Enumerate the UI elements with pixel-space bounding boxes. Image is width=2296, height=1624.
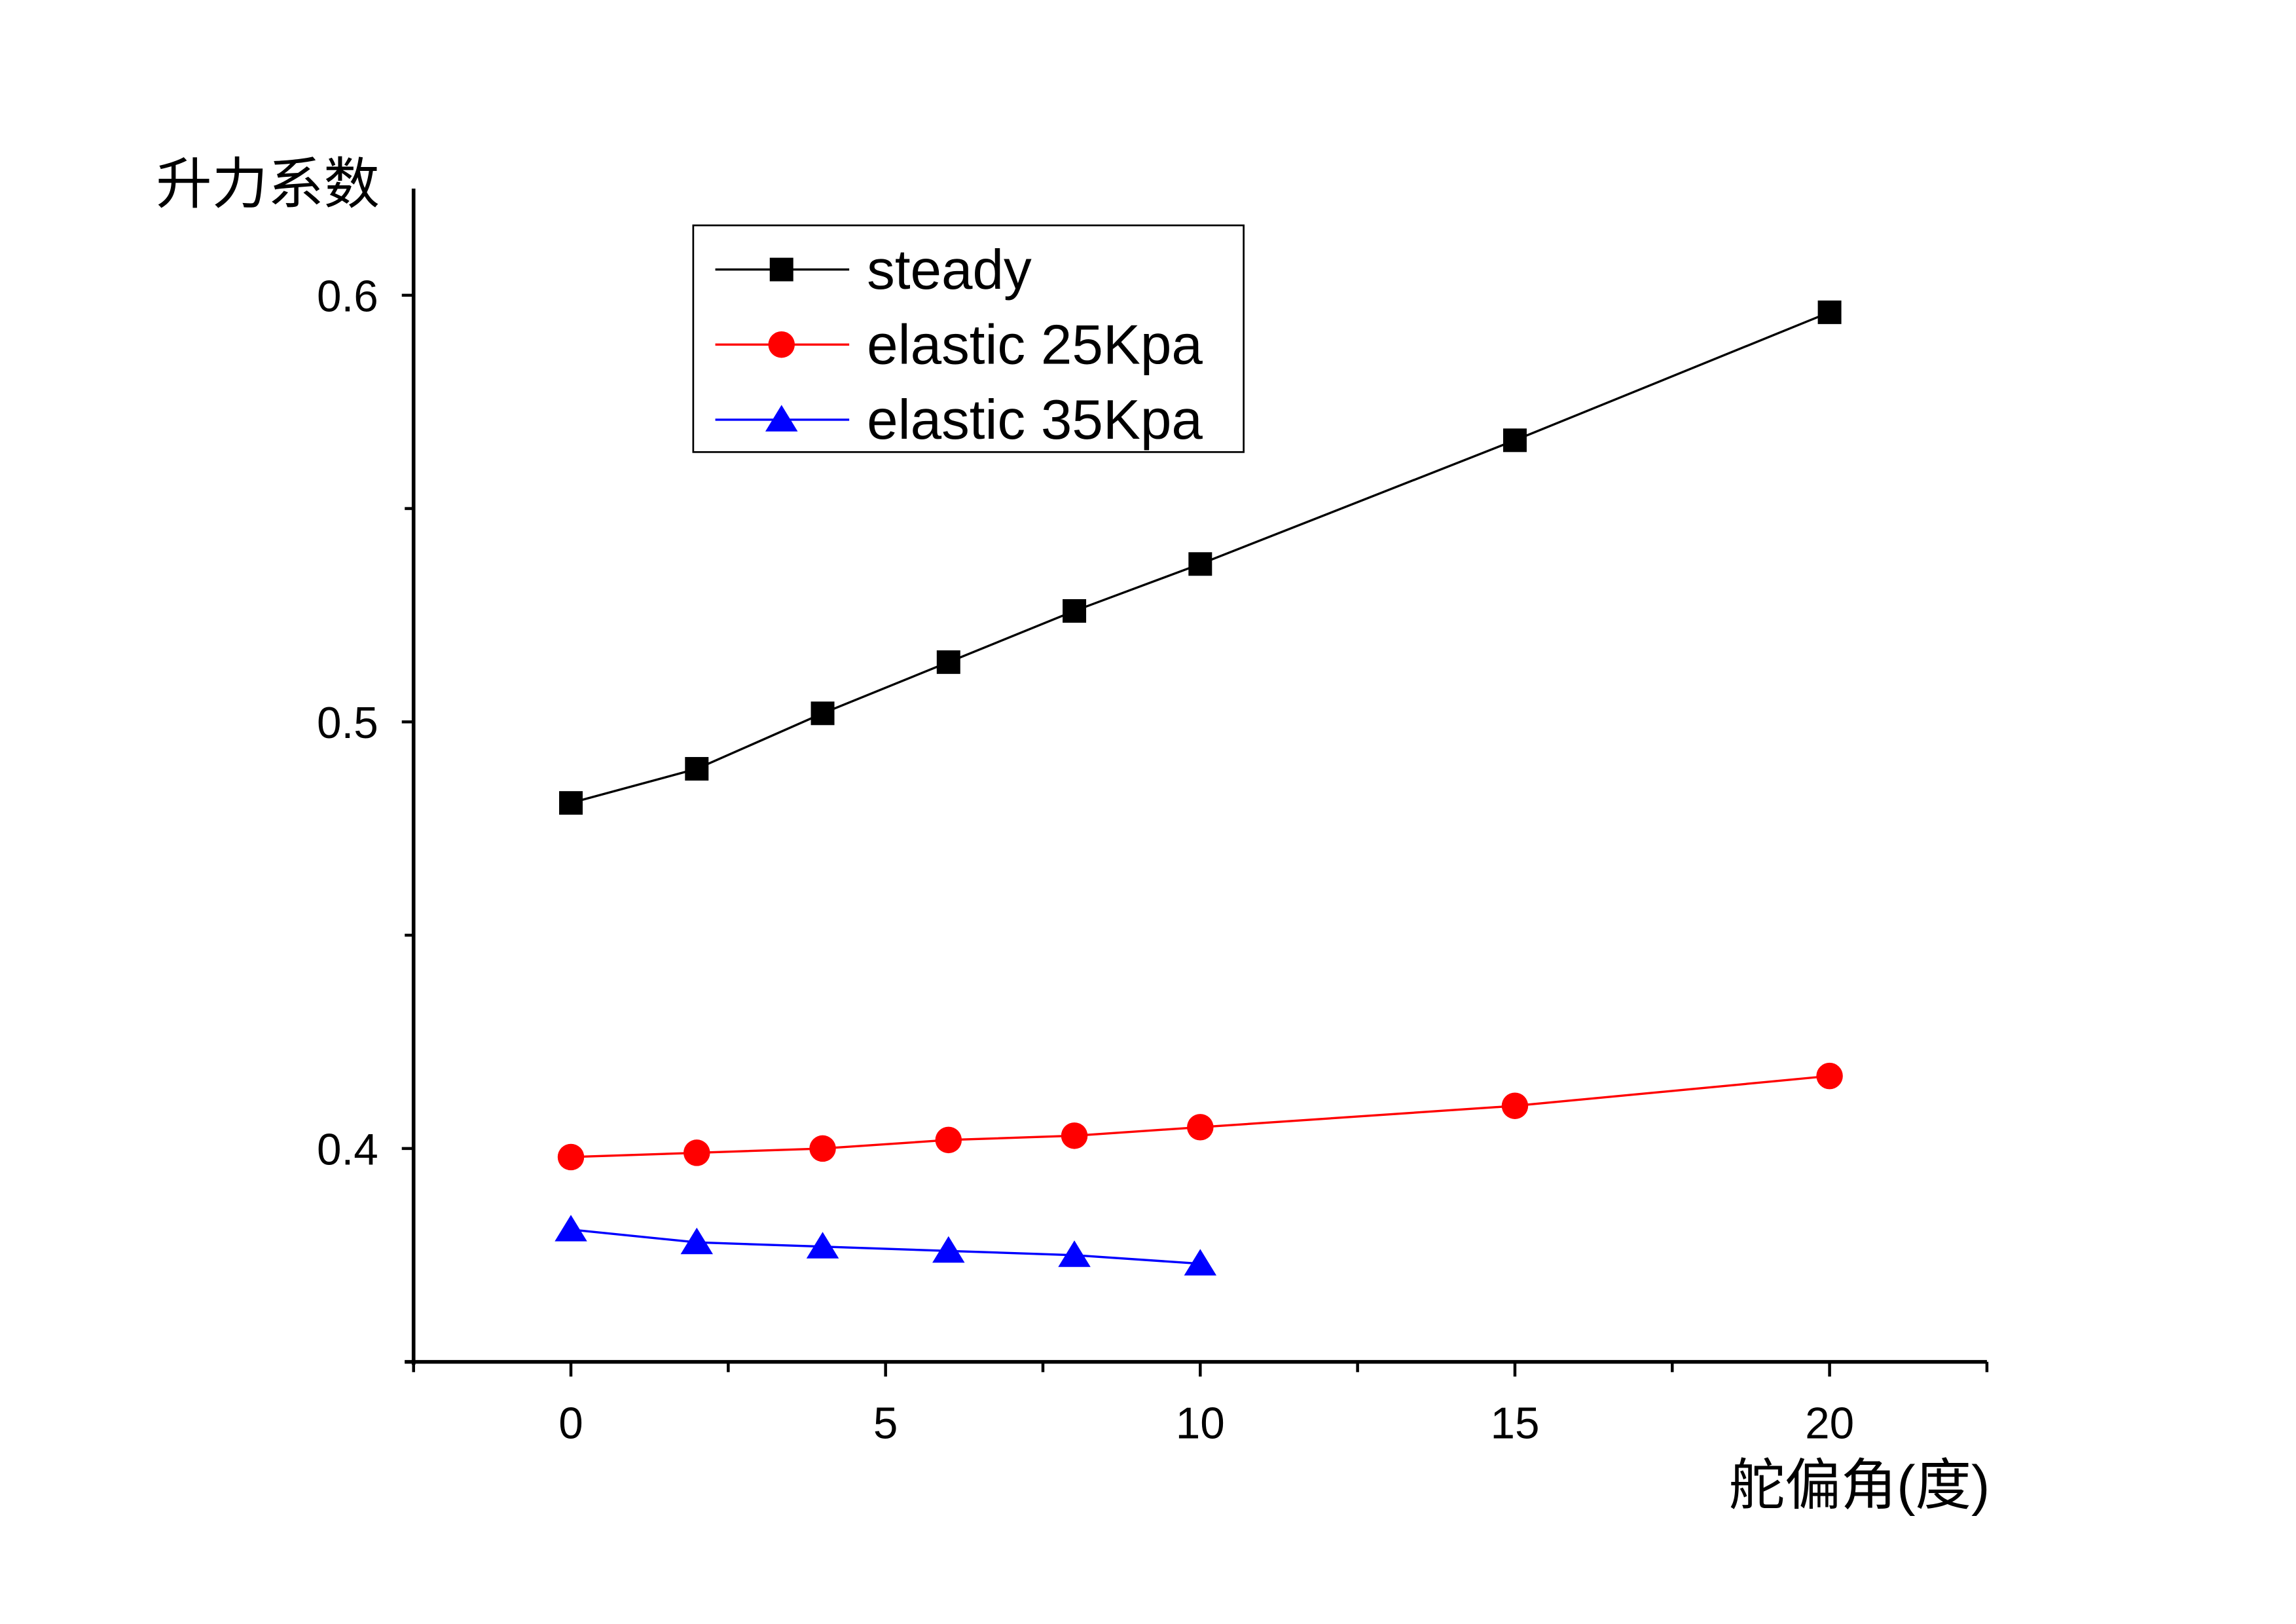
data-point <box>1188 552 1212 576</box>
series-line <box>570 1228 1201 1265</box>
data-point <box>557 1143 585 1171</box>
data-point <box>555 1215 587 1242</box>
data-point <box>1187 1114 1214 1141</box>
x-axis-label: 舵偏角(度) <box>1729 1455 1990 1517</box>
data-point <box>1816 1062 1843 1090</box>
data-point <box>680 1227 714 1255</box>
legend-marker <box>765 405 798 432</box>
data-point <box>935 1126 962 1154</box>
series-elastic-25kpa <box>557 1062 1843 1171</box>
series-line <box>570 1075 1830 1158</box>
y-axis-label: 升力系数 <box>156 153 380 215</box>
series-steady <box>559 300 1842 815</box>
x-tick-label: 20 <box>1805 1399 1854 1449</box>
series-elastic-35kpa <box>555 1215 1217 1276</box>
legend: steady elastic 25Kpa elastic 35Kpa <box>692 224 1245 453</box>
legend-item: elastic 25Kpa <box>715 314 1203 376</box>
series-line <box>570 311 1831 804</box>
x-tick-label: 10 <box>1176 1399 1225 1449</box>
data-point <box>809 1135 836 1162</box>
data-point <box>1184 1249 1217 1276</box>
series-group <box>555 300 1843 1276</box>
axes: 0 5 10 15 20 0.4 0.5 0.6 <box>317 188 1989 1449</box>
y-tick-label: 0.6 <box>317 272 378 322</box>
data-point <box>1817 300 1842 324</box>
x-tick-label: 0 <box>558 1399 583 1449</box>
data-point <box>932 1236 965 1263</box>
data-point <box>1501 1092 1529 1119</box>
x-tick-label: 5 <box>873 1399 898 1449</box>
legend-marker <box>768 331 795 358</box>
data-point <box>936 650 960 674</box>
legend-label: elastic 25Kpa <box>867 314 1203 376</box>
data-point <box>1063 599 1087 623</box>
data-point <box>1061 1122 1088 1149</box>
legend-label: elastic 35Kpa <box>867 389 1203 451</box>
legend-item: elastic 35Kpa <box>715 389 1203 451</box>
data-point <box>685 757 709 781</box>
y-tick-label: 0.5 <box>317 699 378 748</box>
data-point <box>1503 428 1527 452</box>
data-point <box>683 1139 710 1166</box>
data-point <box>1058 1240 1091 1267</box>
data-point <box>559 791 583 815</box>
data-point <box>806 1232 839 1259</box>
x-tick-label: 15 <box>1490 1399 1539 1449</box>
data-point <box>811 701 835 726</box>
legend-label: steady <box>867 239 1032 301</box>
y-tick-label: 0.4 <box>317 1126 378 1175</box>
legend-item: steady <box>715 239 1032 301</box>
legend-marker <box>769 257 793 282</box>
